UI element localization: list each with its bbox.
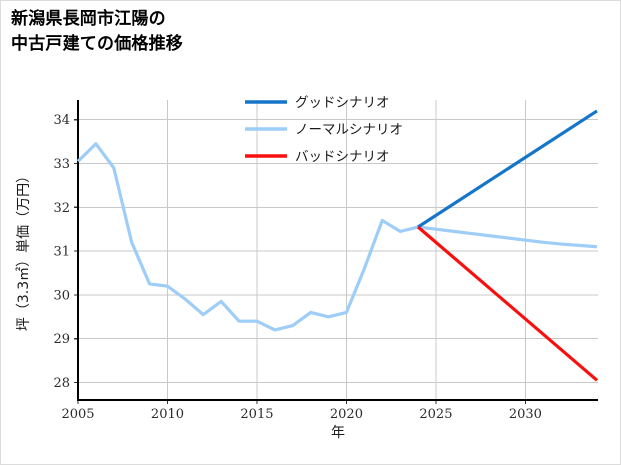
- y-tick-label: 32: [53, 201, 70, 216]
- legend-label-normal: ノーマルシナリオ: [295, 122, 403, 138]
- x-tick-label: 2010: [151, 407, 184, 422]
- series-line-bad: [416, 225, 599, 382]
- gridlines: [77, 100, 598, 400]
- x-axis-title: 年: [331, 425, 345, 441]
- legend-label-bad: バッドシナリオ: [295, 149, 390, 165]
- y-axis-title: 坪（3.3㎡）単価（万円）: [16, 169, 32, 331]
- x-tick-label: 2020: [330, 407, 363, 422]
- x-tick-label: 2030: [509, 407, 542, 422]
- y-tick-label: 31: [53, 245, 70, 260]
- x-tick-label: 2005: [61, 407, 94, 422]
- y-tick-label: 28: [53, 376, 70, 391]
- axis-lines: [76, 100, 598, 402]
- y-tick-label: 33: [53, 157, 70, 172]
- x-tick-label: 2015: [240, 407, 273, 422]
- y-tick-label: 29: [53, 332, 70, 347]
- series-line-good: [417, 109, 598, 229]
- data-series: [76, 109, 599, 382]
- x-tick-label: 2025: [419, 407, 452, 422]
- page-title: 新潟県長岡市江陽の 中古戸建ての価格推移: [11, 9, 183, 54]
- series-line-normal: [76, 142, 598, 332]
- tick-labels: 28 29 30 31 32 33 34 2005 2010 2015 2020 2025 2030: [53, 113, 542, 422]
- legend-label-good: グッドシナリオ: [295, 95, 390, 111]
- y-tick-label: 34: [53, 113, 70, 128]
- y-tick-label: 30: [53, 288, 70, 303]
